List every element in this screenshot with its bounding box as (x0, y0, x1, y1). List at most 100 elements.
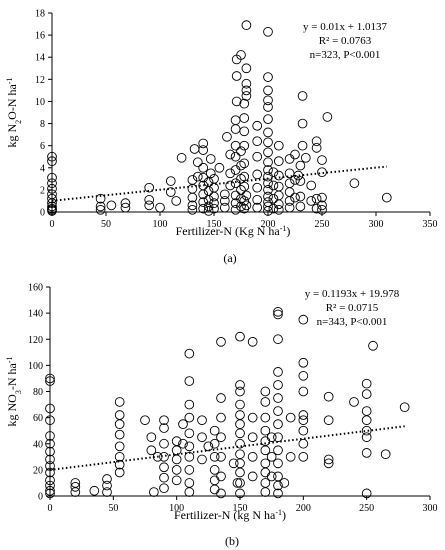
data-point (235, 331, 245, 342)
data-point (361, 488, 372, 499)
panel-label: (b) (225, 534, 239, 548)
data-point (230, 140, 241, 151)
y-tick-label: 10 (35, 97, 45, 108)
y-tick-label: 160 (28, 283, 43, 294)
data-point (235, 410, 245, 420)
x-tick-label: 100 (153, 219, 168, 230)
y-axis-label: kg NO3-N ha-1 (5, 356, 23, 426)
data-point (192, 171, 203, 182)
data-point (192, 157, 203, 168)
data-point (219, 202, 230, 213)
data-point (209, 425, 220, 436)
y-tick-label: 40 (33, 439, 43, 450)
data-point (235, 488, 245, 499)
data-point (361, 425, 372, 436)
data-point (263, 165, 273, 175)
x-tick-label: 100 (169, 503, 184, 514)
data-point (241, 20, 252, 31)
data-point (297, 91, 308, 101)
y-tick-label: 4 (40, 163, 45, 174)
data-point (159, 451, 169, 462)
data-point (268, 167, 279, 178)
data-point (239, 171, 250, 182)
y-tick-label: 2 (40, 185, 45, 196)
data-point (235, 419, 245, 430)
data-point (273, 419, 283, 430)
x-tick-label: 150 (207, 219, 222, 230)
data-point (323, 415, 334, 426)
x-tick-label: 250 (359, 503, 374, 514)
data-point (216, 432, 226, 443)
data-point (47, 156, 57, 166)
data-point (184, 428, 195, 439)
data-point (197, 432, 207, 443)
data-point (298, 438, 309, 449)
data-point (241, 63, 252, 74)
data-point (159, 423, 169, 433)
data-point (159, 472, 169, 483)
data-point (268, 180, 279, 191)
data-point (260, 425, 271, 436)
y-tick-label: 14 (35, 53, 45, 64)
regression-annotation: y = 0.01x + 1.0137 (303, 21, 387, 33)
data-point (298, 386, 309, 397)
trend-line (49, 425, 405, 471)
data-point (165, 176, 176, 186)
data-point (263, 157, 273, 168)
x-tick-label: 0 (48, 503, 53, 514)
data-point (225, 180, 236, 191)
data-point (47, 193, 57, 204)
data-point (252, 169, 263, 180)
data-point (140, 415, 150, 426)
data-point (114, 429, 125, 440)
data-point (260, 445, 271, 456)
data-point (70, 487, 81, 497)
data-point (45, 475, 55, 486)
data-point (293, 170, 304, 181)
data-point (45, 446, 55, 457)
x-tick-label: 50 (101, 219, 111, 230)
data-point (209, 484, 220, 495)
data-point (47, 203, 57, 214)
data-point (149, 487, 159, 497)
data-point (298, 370, 309, 381)
data-point (349, 178, 360, 189)
data-point (47, 178, 57, 189)
regression-annotation: y = 0.1193x + 19.978 (305, 288, 400, 300)
data-point (184, 412, 195, 423)
data-point (349, 397, 359, 407)
data-point (236, 50, 246, 60)
data-point (198, 180, 209, 191)
data-point (273, 488, 283, 499)
data-point (197, 415, 207, 426)
data-point (266, 451, 277, 462)
data-point (198, 203, 209, 214)
y-tick-label: 18 (35, 9, 45, 20)
data-point (47, 201, 57, 212)
regression-annotation: R² = 0.0715 (326, 302, 379, 314)
data-point (266, 471, 277, 482)
x-tick-label: 350 (423, 219, 438, 230)
data-point (187, 200, 198, 211)
data-point (45, 480, 55, 491)
data-point (45, 454, 55, 465)
data-point (219, 189, 230, 200)
data-point (171, 196, 182, 206)
data-point (285, 412, 296, 423)
data-point (247, 451, 258, 462)
data-point (203, 206, 214, 216)
data-point (95, 201, 106, 212)
data-point (144, 182, 155, 193)
data-point (152, 451, 163, 462)
data-point (209, 475, 220, 486)
data-point (209, 203, 219, 214)
data-point (95, 204, 106, 215)
data-point (263, 197, 273, 207)
data-point (102, 480, 112, 491)
data-point (47, 189, 57, 200)
data-point (114, 441, 125, 452)
regression-annotation: n=343, P<0.001 (317, 316, 388, 328)
data-point (239, 98, 250, 109)
x-tick-label: 300 (423, 503, 438, 514)
data-point (203, 177, 214, 188)
